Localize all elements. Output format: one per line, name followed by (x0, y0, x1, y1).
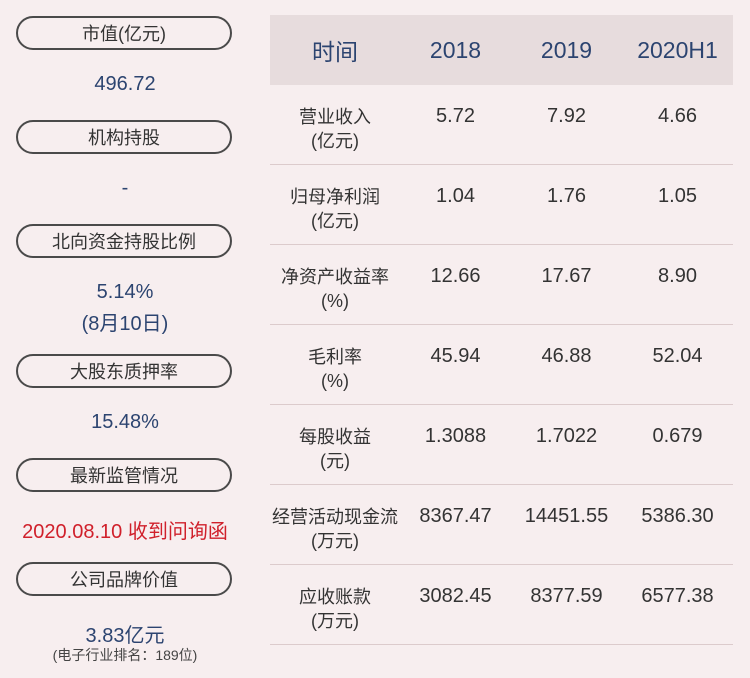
cell-value: 5386.30 (641, 505, 714, 527)
cell-value: 46.88 (541, 345, 592, 367)
cell-value: 1.05 (658, 185, 697, 207)
row-label: 每股收益 (元) (299, 427, 371, 471)
table-row-net-profit: 归母净利润 (亿元) 1.04 1.76 1.05 (270, 165, 733, 245)
financial-table: 时间 2018 2019 2020H1 营业收入 (亿元) 5.72 7.92 4… (270, 15, 733, 645)
header-time: 时间 (312, 39, 358, 65)
cell-value: 8.90 (658, 265, 697, 287)
header-2018: 2018 (429, 36, 482, 63)
header-2020h1: 2020H1 (637, 36, 718, 63)
market-cap-value: 496.72 (94, 73, 156, 95)
cell-value: 8367.47 (419, 505, 492, 527)
cell-value: 1.3088 (424, 425, 487, 447)
institution-value: - (121, 177, 129, 199)
cell-value: 17.67 (541, 265, 592, 287)
row-label: 净资产收益率 (%) (281, 267, 389, 311)
table-header: 时间 2018 2019 2020H1 (270, 15, 733, 85)
northbound-label: 北向资金持股比例 (16, 224, 232, 258)
row-label: 应收账款 (万元) (299, 587, 371, 631)
row-label: 营业收入 (亿元) (299, 107, 371, 151)
regulation-value: 2020.08.10 收到问询函 (22, 521, 228, 543)
northbound-date: (8月10日) (81, 313, 169, 335)
brand-value: 3.83亿元 (85, 625, 165, 647)
cell-value: 4.66 (658, 105, 697, 127)
table-row-roe: 净资产收益率 (%) 12.66 17.67 8.90 (270, 245, 733, 325)
table-row-operating-cashflow: 经营活动现金流 (万元) 8367.47 14451.55 5386.30 (270, 485, 733, 565)
table-row-eps: 每股收益 (元) 1.3088 1.7022 0.679 (270, 405, 733, 485)
header-2019: 2019 (540, 36, 593, 63)
pledge-value: 15.48% (91, 411, 159, 433)
cell-value: 1.04 (436, 185, 475, 207)
cell-value: 12.66 (430, 265, 481, 287)
cell-value: 3082.45 (419, 585, 492, 607)
summary-panel: 市值(亿元) 496.72 机构持股 - 北向资金持股比例 5.14% (8月1… (0, 0, 250, 678)
cell-value: 1.76 (547, 185, 586, 207)
brand-label: 公司品牌价值 (16, 562, 232, 596)
cell-value: 1.7022 (535, 425, 598, 447)
row-label: 经营活动现金流 (万元) (272, 507, 398, 551)
northbound-value: 5.14% (8月10日) (0, 281, 250, 336)
pledge-label: 大股东质押率 (16, 354, 232, 388)
cell-value: 0.679 (652, 425, 703, 447)
cell-value: 14451.55 (524, 505, 609, 527)
regulation-label: 最新监管情况 (16, 458, 232, 492)
cell-value: 8377.59 (530, 585, 603, 607)
cell-value: 52.04 (652, 345, 703, 367)
cell-value: 7.92 (547, 105, 586, 127)
table-row-revenue: 营业收入 (亿元) 5.72 7.92 4.66 (270, 85, 733, 165)
market-cap-label: 市值(亿元) (16, 16, 232, 50)
table-row-gross-margin: 毛利率 (%) 45.94 46.88 52.04 (270, 325, 733, 405)
row-label: 毛利率 (%) (308, 347, 362, 391)
cell-value: 5.72 (436, 105, 475, 127)
institution-label: 机构持股 (16, 120, 232, 154)
table-row-receivables: 应收账款 (万元) 3082.45 8377.59 6577.38 (270, 565, 733, 645)
cell-value: 45.94 (430, 345, 481, 367)
brand-rank-note: (电子行业排名：189位) (52, 647, 198, 663)
northbound-percent: 5.14% (96, 281, 154, 303)
row-label: 归母净利润 (亿元) (290, 187, 380, 231)
cell-value: 6577.38 (641, 585, 714, 607)
